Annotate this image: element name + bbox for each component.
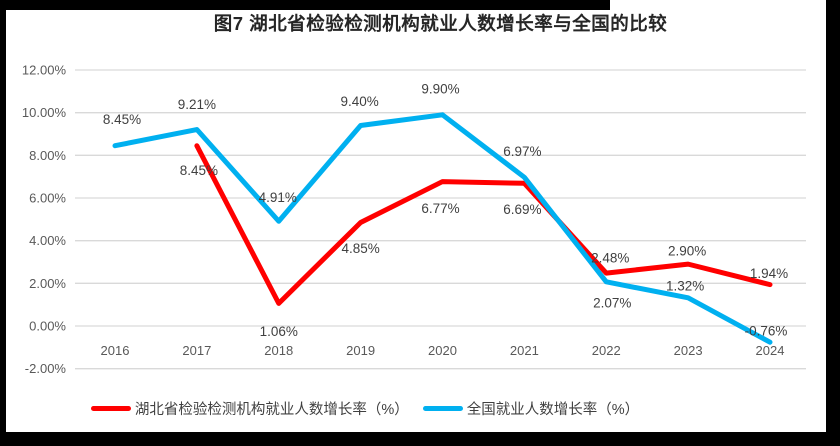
data-label: 1.94% [750,266,788,281]
scan-border-bottom [0,432,840,446]
legend-label-national: 全国就业人数增长率（%） [466,401,640,418]
x-axis-category-label: 2019 [346,343,375,358]
data-label: 8.45% [180,163,218,178]
x-axis-category-label: 2022 [592,343,621,358]
y-axis-tick-label: 8.00% [29,148,66,163]
scan-border-right [826,0,840,446]
legend: 湖北省检验检测机构就业人数增长率（%） 全国就业人数增长率（%） [0,396,730,420]
data-label: 1.32% [666,278,704,293]
y-axis-tick-label: 6.00% [29,191,66,206]
data-label: 1.06% [260,324,298,339]
chart-title: 图7 湖北省检验检测机构就业人数增长率与全国的比较 [213,13,668,34]
y-axis-tick-label: 10.00% [22,105,67,120]
y-axis-tick-label: -2.00% [25,361,67,376]
data-label: 6.77% [421,201,459,216]
x-axis-category-label: 2021 [510,343,539,358]
legend-line-swatch-blue-icon [422,405,463,411]
x-axis-category-label: 2016 [101,343,130,358]
x-axis-category-label: 2017 [182,343,211,358]
y-axis-tick-label: 12.00% [22,63,67,78]
data-label: 8.45% [103,112,141,127]
scan-border-left [0,0,6,446]
data-label: 9.40% [340,94,378,109]
x-axis-category-label: 2020 [428,343,457,358]
line-series-hubei [194,143,773,306]
y-axis-tick-label: 2.00% [29,276,66,291]
legend-label-hubei: 湖北省检验检测机构就业人数增长率（%） [134,401,409,418]
data-label: 6.97% [503,144,541,159]
data-label: -0.76% [745,324,788,339]
y-axis-tick-label: 4.00% [29,233,66,248]
legend-line-swatch-red-icon [90,405,131,411]
data-label: 4.91% [259,190,297,205]
data-label: 2.90% [668,244,706,259]
y-axis-tick-label: 0.00% [29,319,66,334]
legend-item-national: 全国就业人数增长率（%） [422,398,640,419]
data-label: 2.07% [593,295,631,310]
legend-item-hubei: 湖北省检验检测机构就业人数增长率（%） [90,398,409,419]
line-series-national [112,112,773,345]
x-axis-category-label: 2018 [264,343,293,358]
x-axis-category-label: 2024 [756,343,785,358]
scan-border-top [0,0,610,10]
x-axis-category-label: 2023 [674,343,703,358]
data-label: 9.90% [421,81,459,96]
data-label: 4.85% [341,241,379,256]
data-label: 6.69% [503,202,541,217]
data-label: 9.21% [178,97,216,112]
data-label: 2.48% [591,251,629,266]
